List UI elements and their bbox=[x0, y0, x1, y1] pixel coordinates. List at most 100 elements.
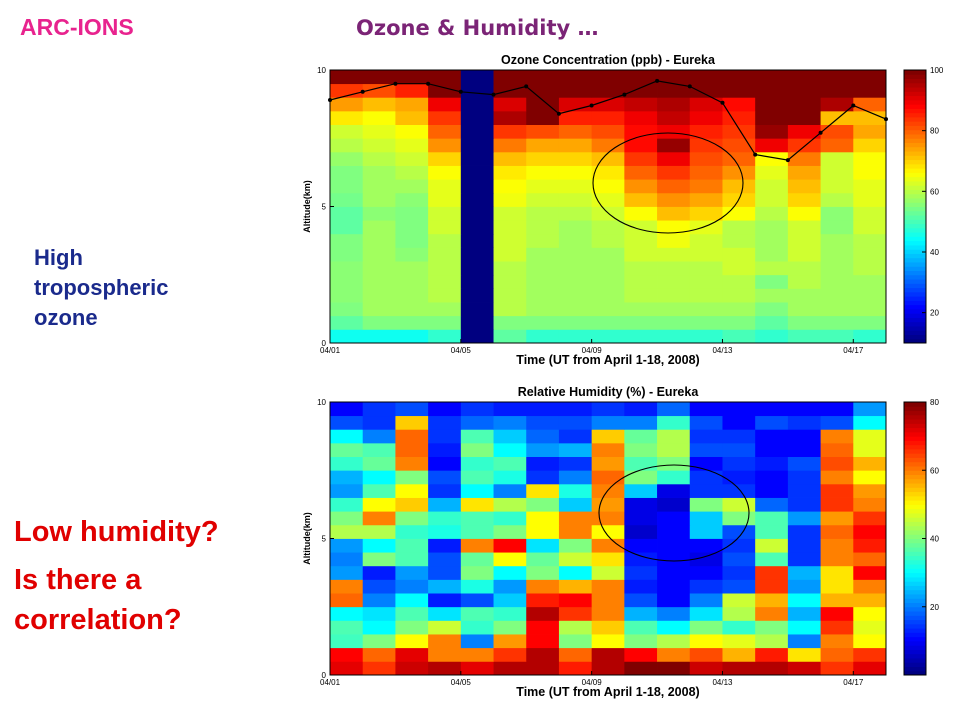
x-tick-label: 04/13 bbox=[712, 678, 733, 687]
heatmap-cell bbox=[362, 220, 396, 235]
heatmap-cell bbox=[591, 606, 625, 621]
heatmap-cell bbox=[755, 192, 789, 207]
heatmap-cell bbox=[330, 97, 364, 112]
heatmap-cell bbox=[362, 552, 396, 567]
heatmap-cell bbox=[722, 165, 756, 180]
colorbar-step bbox=[904, 419, 926, 424]
heatmap-cell bbox=[330, 302, 364, 317]
heatmap-cell bbox=[820, 415, 854, 430]
heatmap-cell bbox=[493, 315, 527, 330]
heatmap-cell bbox=[591, 442, 625, 457]
heatmap-cell bbox=[689, 274, 723, 289]
colorbar-step bbox=[904, 423, 926, 429]
heatmap-cell bbox=[526, 620, 560, 635]
heatmap-cell bbox=[657, 442, 691, 457]
heatmap-cell bbox=[428, 442, 462, 457]
heatmap-cell bbox=[787, 402, 821, 417]
colorbar-step bbox=[904, 168, 926, 173]
heatmap-cell bbox=[558, 565, 593, 580]
colorbar-step bbox=[904, 74, 926, 80]
heatmap-cell bbox=[853, 456, 887, 471]
heatmap-cell bbox=[657, 606, 691, 621]
heatmap-cell bbox=[591, 97, 625, 112]
heatmap-cell bbox=[526, 83, 560, 98]
heatmap-cell bbox=[853, 402, 887, 417]
colorbar-step bbox=[904, 334, 926, 340]
heatmap-cell bbox=[624, 620, 658, 635]
colorbar-step bbox=[904, 155, 926, 161]
heatmap-cell bbox=[624, 606, 658, 621]
heatmap-cell bbox=[624, 483, 658, 498]
y-axis-label: Altitude(km) bbox=[302, 512, 312, 565]
heatmap-cell bbox=[395, 524, 429, 539]
heatmap-cell bbox=[428, 288, 462, 303]
heatmap-cell bbox=[657, 110, 691, 125]
heatmap-cell bbox=[395, 233, 429, 248]
heatmap-cell bbox=[493, 415, 527, 430]
heatmap-cell bbox=[558, 288, 593, 303]
heatmap-cell bbox=[787, 288, 821, 303]
highlight-circle bbox=[598, 464, 750, 562]
colorbar-step bbox=[904, 465, 926, 471]
heatmap-cell bbox=[787, 233, 821, 248]
heatmap-cell bbox=[689, 634, 723, 649]
colorbar-step bbox=[904, 500, 926, 505]
brand-label: ARC-IONS bbox=[20, 14, 134, 40]
heatmap-cell bbox=[460, 70, 494, 85]
heatmap-cell bbox=[558, 124, 593, 139]
heatmap-cell bbox=[755, 288, 789, 303]
heatmap-cell bbox=[820, 329, 854, 344]
colorbar-step bbox=[904, 568, 926, 574]
heatmap-cell bbox=[395, 565, 429, 580]
heatmap-cell bbox=[624, 456, 658, 471]
heatmap-cell bbox=[330, 511, 364, 526]
heatmap-cell bbox=[657, 593, 691, 608]
heatmap-cell bbox=[362, 647, 396, 662]
heatmap-cell bbox=[395, 151, 429, 166]
heatmap-cell bbox=[526, 302, 560, 317]
heatmap-cell bbox=[787, 206, 821, 221]
heatmap-cell bbox=[460, 579, 494, 594]
heatmap-cell bbox=[755, 661, 789, 676]
heatmap-cell bbox=[787, 579, 821, 594]
heatmap-cell bbox=[722, 579, 756, 594]
heatmap-cell bbox=[657, 470, 691, 485]
heatmap-cell bbox=[395, 206, 429, 221]
heatmap-cell bbox=[493, 206, 527, 221]
heatmap-cell bbox=[755, 552, 789, 567]
heatmap-cell bbox=[428, 302, 462, 317]
heatmap-cell bbox=[428, 179, 462, 194]
colorbar-step bbox=[904, 180, 926, 186]
heatmap-cell bbox=[330, 442, 364, 457]
colorbar-step bbox=[904, 440, 926, 446]
heatmap-cell bbox=[493, 261, 527, 276]
heatmap-cell bbox=[493, 442, 527, 457]
colorbar-step bbox=[904, 330, 926, 335]
heatmap-cell bbox=[722, 329, 756, 344]
heatmap-cell bbox=[689, 233, 723, 248]
heatmap-cell bbox=[755, 315, 789, 330]
heatmap-cell bbox=[362, 97, 396, 112]
heatmap-cell bbox=[362, 315, 396, 330]
heatmap-cell bbox=[526, 442, 560, 457]
heatmap-cell bbox=[624, 565, 658, 580]
heatmap-cell bbox=[330, 538, 364, 553]
heatmap-cell bbox=[395, 288, 429, 303]
heatmap-cell bbox=[460, 138, 494, 153]
heatmap-cell bbox=[755, 442, 789, 457]
heatmap-cell bbox=[591, 593, 625, 608]
heatmap-cell bbox=[330, 151, 364, 166]
colorbar-step bbox=[904, 159, 926, 165]
heatmap-cell bbox=[362, 620, 396, 635]
heatmap-cell bbox=[787, 634, 821, 649]
heatmap-cell bbox=[558, 206, 593, 221]
heatmap-cell bbox=[526, 329, 560, 344]
heatmap-cell bbox=[820, 70, 854, 85]
heatmap-cell bbox=[820, 110, 854, 125]
heatmap-cell bbox=[853, 165, 887, 180]
heatmap-cell bbox=[853, 511, 887, 526]
colorbar-step bbox=[904, 274, 926, 280]
heatmap-cell bbox=[362, 661, 396, 676]
heatmap-cell bbox=[362, 415, 396, 430]
colorbar-step bbox=[904, 487, 926, 493]
